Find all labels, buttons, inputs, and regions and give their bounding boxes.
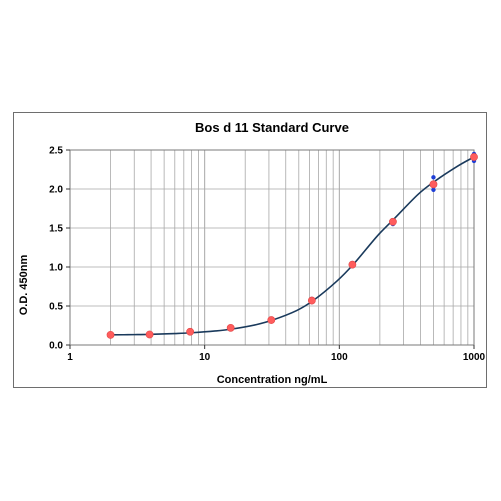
chart-frame: Bos d 11 Standard Curve 1 10 100 1000 0.0 0.5… bbox=[13, 112, 487, 388]
plot-area-border bbox=[69, 149, 475, 346]
x-tick-label: 10 bbox=[199, 352, 211, 363]
mean-point bbox=[348, 260, 357, 269]
standard-curve-chart: Bos d 11 Standard Curve 1 10 100 1000 0.0 0.5… bbox=[18, 120, 486, 386]
x-tick-label: 1 bbox=[67, 352, 73, 363]
x-axis-label: Concentration ng/mL bbox=[217, 374, 328, 386]
fit-curve-layer bbox=[110, 156, 475, 336]
x-tick-label: 100 bbox=[331, 352, 348, 363]
tick-labels: 1 10 100 1000 0.0 0.5 1.0 1.5 2.0 2.5 bbox=[49, 146, 485, 364]
mean-point bbox=[429, 180, 438, 189]
mean-point bbox=[389, 217, 397, 226]
replicate-point bbox=[431, 187, 436, 192]
mean-point bbox=[470, 153, 478, 161]
axes bbox=[66, 149, 475, 349]
x-tick-label: 1000 bbox=[463, 352, 486, 363]
replicate-point bbox=[431, 175, 436, 180]
y-tick-label: 1.5 bbox=[49, 224, 63, 235]
y-tick-label: 0.0 bbox=[49, 341, 63, 352]
mean-point bbox=[145, 330, 154, 339]
fit-curve-line bbox=[110, 156, 475, 336]
y-axis-label: O.D. 450nm bbox=[18, 255, 30, 316]
mean-point bbox=[307, 296, 316, 305]
y-tick-label: 1.0 bbox=[49, 263, 63, 274]
mean-point bbox=[106, 330, 115, 339]
y-tick-label: 2.5 bbox=[49, 146, 63, 157]
y-tick-label: 2.0 bbox=[49, 185, 63, 196]
grid bbox=[69, 149, 474, 346]
mean-point bbox=[226, 323, 235, 332]
chart-title: Bos d 11 Standard Curve bbox=[195, 120, 349, 135]
y-tick-label: 0.5 bbox=[49, 302, 63, 313]
mean-point bbox=[186, 327, 195, 336]
mean-point bbox=[267, 316, 276, 324]
data-points bbox=[106, 151, 478, 339]
